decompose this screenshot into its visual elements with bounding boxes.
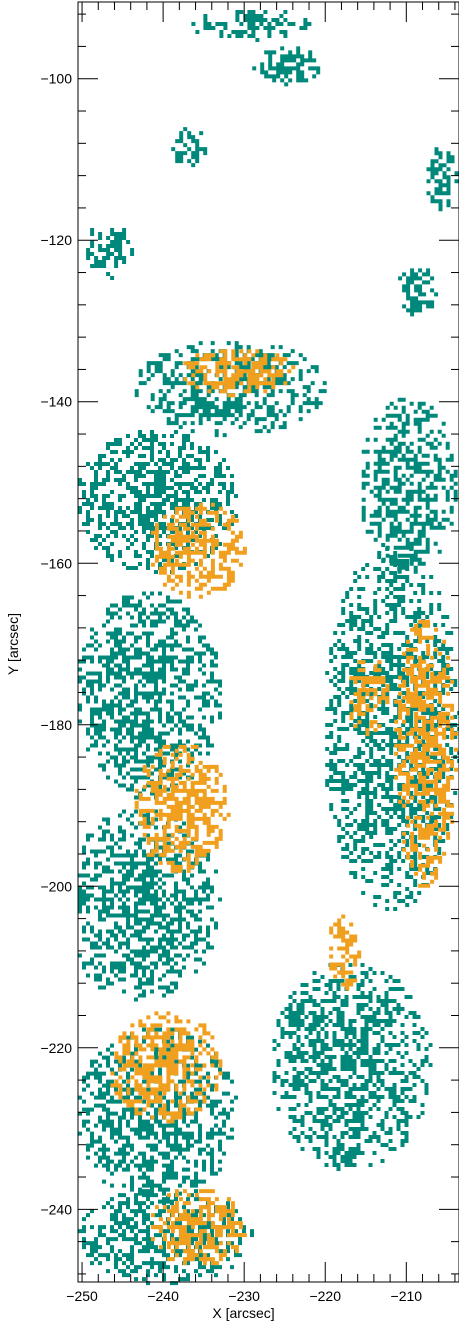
orange-mask-cells: [150, 502, 247, 599]
teal-region-13: [272, 963, 433, 1171]
teal-mask-cells: [78, 1027, 238, 1204]
teal-region-8: [78, 591, 222, 800]
teal-region-5: [398, 268, 439, 317]
orange-region-21: [110, 1011, 223, 1124]
orange-mask-cells: [349, 660, 390, 737]
y-tick-label: −160: [40, 555, 72, 571]
orange-mask-cells: [134, 744, 231, 873]
x-tick-label: −220: [309, 1288, 341, 1304]
teal-region-6: [134, 341, 327, 438]
y-tick-label: −120: [40, 232, 72, 248]
x-tick-label: −240: [147, 1288, 179, 1304]
x-tick-label: −250: [66, 1288, 98, 1304]
orange-region-18: [183, 349, 296, 398]
orange-mask-cells: [183, 349, 296, 398]
y-tick-label: −220: [40, 1040, 72, 1056]
orange-region-17: [349, 660, 390, 737]
y-tick-label: −240: [40, 1201, 72, 1217]
teal-region-0: [191, 10, 312, 42]
teal-mask-cells: [361, 397, 458, 574]
orange-region-15: [394, 619, 459, 888]
orange-region-22: [150, 1189, 247, 1266]
teal-mask-cells: [78, 591, 222, 800]
teal-region-2: [171, 127, 208, 168]
teal-mask-cells: [426, 147, 459, 212]
orange-mask-cells: [150, 1189, 247, 1266]
teal-region-12: [325, 543, 459, 911]
y-tick-label: −140: [40, 394, 72, 410]
y-tick-label: −100: [40, 71, 72, 87]
teal-region-3: [86, 228, 135, 280]
axis-tick-labels: −250 −240 −230 −220 −210 −100 −120 −140 −160 −180…: [40, 71, 422, 1304]
mask-map: [78, 10, 459, 1286]
teal-mask-cells: [398, 268, 439, 317]
orange-mask-cells: [110, 1011, 223, 1124]
teal-region-1: [252, 46, 321, 87]
teal-mask-cells: [191, 10, 312, 42]
teal-mask-cells: [86, 228, 135, 280]
teal-mask-cells: [252, 46, 321, 87]
teal-mask-cells: [272, 963, 433, 1171]
x-tick-label: −210: [391, 1288, 423, 1304]
y-axis-label: Y [arcsec]: [5, 613, 21, 675]
y-tick-label: −180: [40, 717, 72, 733]
teal-region-4: [426, 147, 459, 212]
plot-frame: [77, 1, 459, 1283]
y-tick-label: −200: [40, 878, 72, 894]
axis-ticks: [78, 2, 459, 1282]
teal-mask-cells: [171, 127, 208, 168]
orange-mask-cells: [394, 619, 459, 888]
orange-region-19: [150, 502, 247, 599]
orange-mask-cells: [329, 914, 362, 991]
teal-mask-cells: [134, 341, 327, 438]
orange-region-16: [329, 914, 362, 991]
teal-region-10: [78, 1027, 238, 1204]
x-axis-label: X [arcsec]: [212, 1305, 274, 1321]
orange-region-20: [134, 744, 231, 873]
teal-region-14: [361, 397, 458, 574]
teal-mask-cells: [325, 543, 459, 911]
x-tick-label: −230: [228, 1288, 260, 1304]
